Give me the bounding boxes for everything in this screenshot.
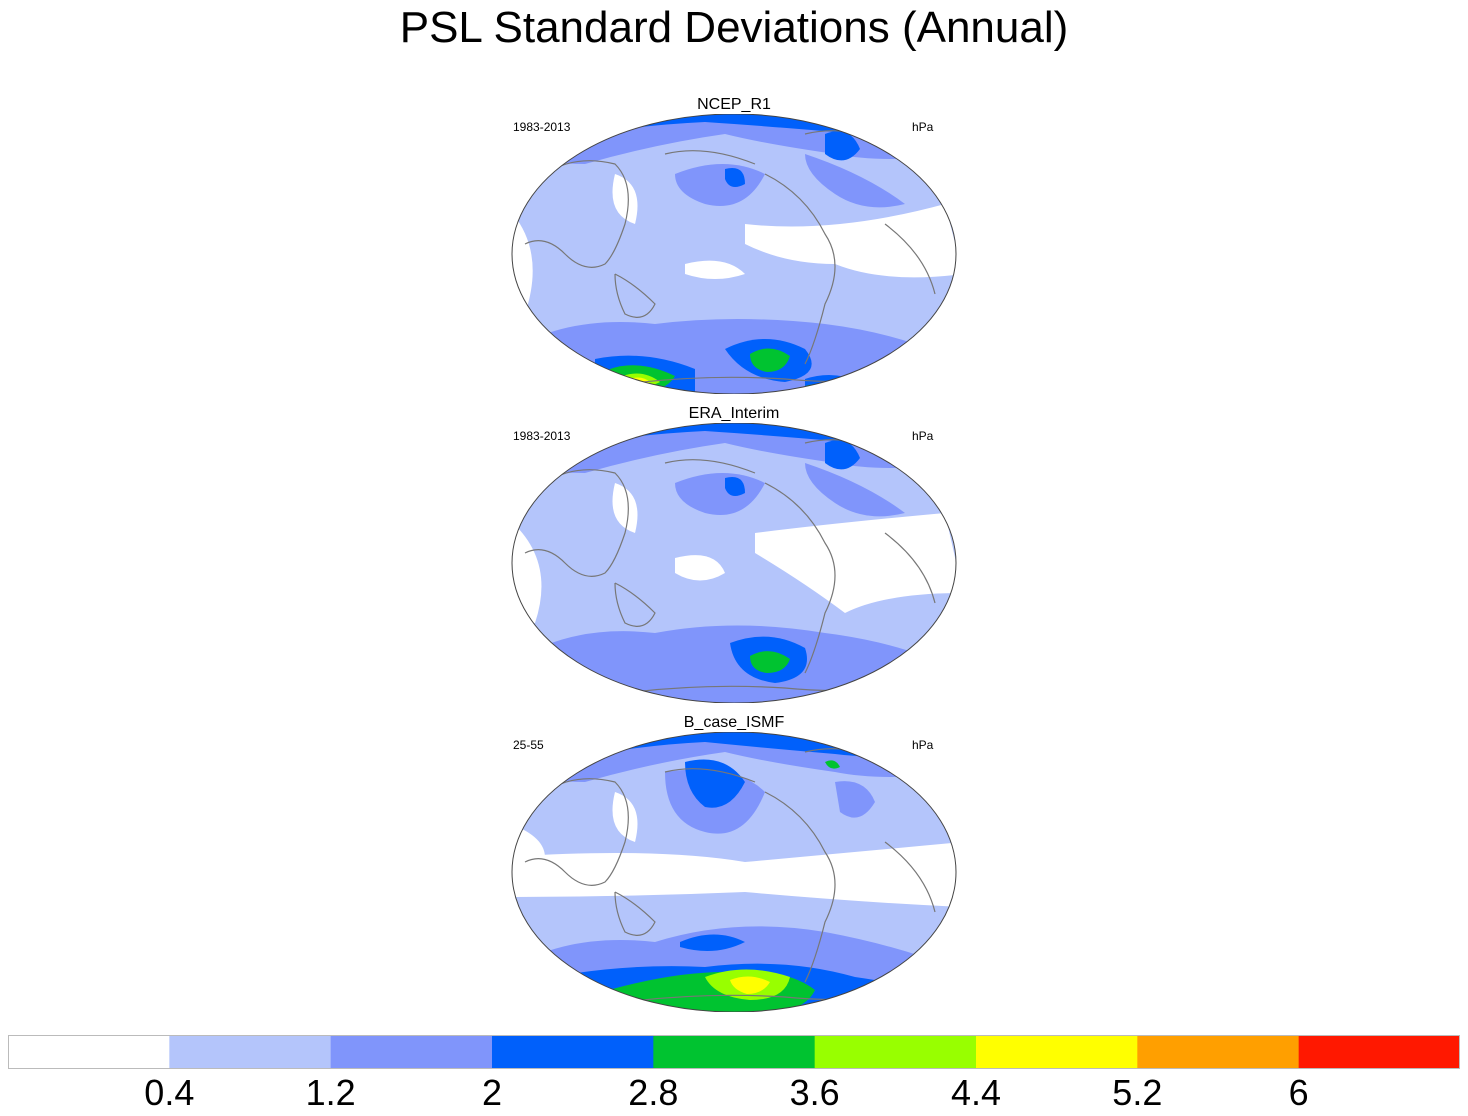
colorbar-box	[1298, 1035, 1460, 1069]
colorbar-box	[169, 1035, 332, 1069]
panel-units-label: hPa	[912, 429, 934, 443]
colorbar-box	[1137, 1035, 1300, 1069]
contour-map	[511, 114, 957, 394]
map-panel-era: ERA_Interim 1983-2013 hPa	[505, 405, 963, 705]
panel-period-label: 25-55	[513, 738, 544, 752]
map-panel-bcase: B_case_ISMF 25-55 hPa	[505, 714, 963, 1014]
panel-period-label: 1983-2013	[513, 429, 571, 443]
contour-map	[511, 423, 957, 703]
panel-units-label: hPa	[912, 120, 934, 134]
colorbar	[8, 1035, 1460, 1069]
colorbar-tick-label: 6	[1288, 1072, 1309, 1113]
panel-units-label: hPa	[912, 738, 934, 752]
figure-title: PSL Standard Deviations (Annual)	[399, 3, 1069, 52]
panel-period-label: 1983-2013	[513, 120, 571, 134]
colorbar-box	[814, 1035, 977, 1069]
colorbar-tick-label: 5.2	[1112, 1072, 1163, 1113]
colorbar-box	[330, 1035, 493, 1069]
colorbar-box	[8, 1035, 170, 1069]
colorbar-tick-label: 4.4	[950, 1072, 1002, 1113]
colorbar-tick-label: 3.6	[789, 1072, 840, 1113]
colorbar-tick-label: 1.2	[305, 1072, 356, 1113]
contour-map	[511, 732, 957, 1012]
panel-title: NCEP_R1	[697, 96, 771, 113]
panel-title: B_case_ISMF	[683, 714, 785, 731]
colorbar-tick-label: 2	[481, 1072, 503, 1113]
map-panel-ncep: NCEP_R1 1983-2013 hPa	[505, 96, 963, 396]
colorbar-box	[653, 1035, 816, 1069]
panel-title: ERA_Interim	[688, 405, 780, 422]
colorbar-box	[492, 1035, 654, 1069]
colorbar-tick-label: 2.8	[628, 1072, 679, 1113]
colorbar-box	[976, 1035, 1138, 1069]
colorbar-tick-label: 0.4	[144, 1072, 195, 1113]
